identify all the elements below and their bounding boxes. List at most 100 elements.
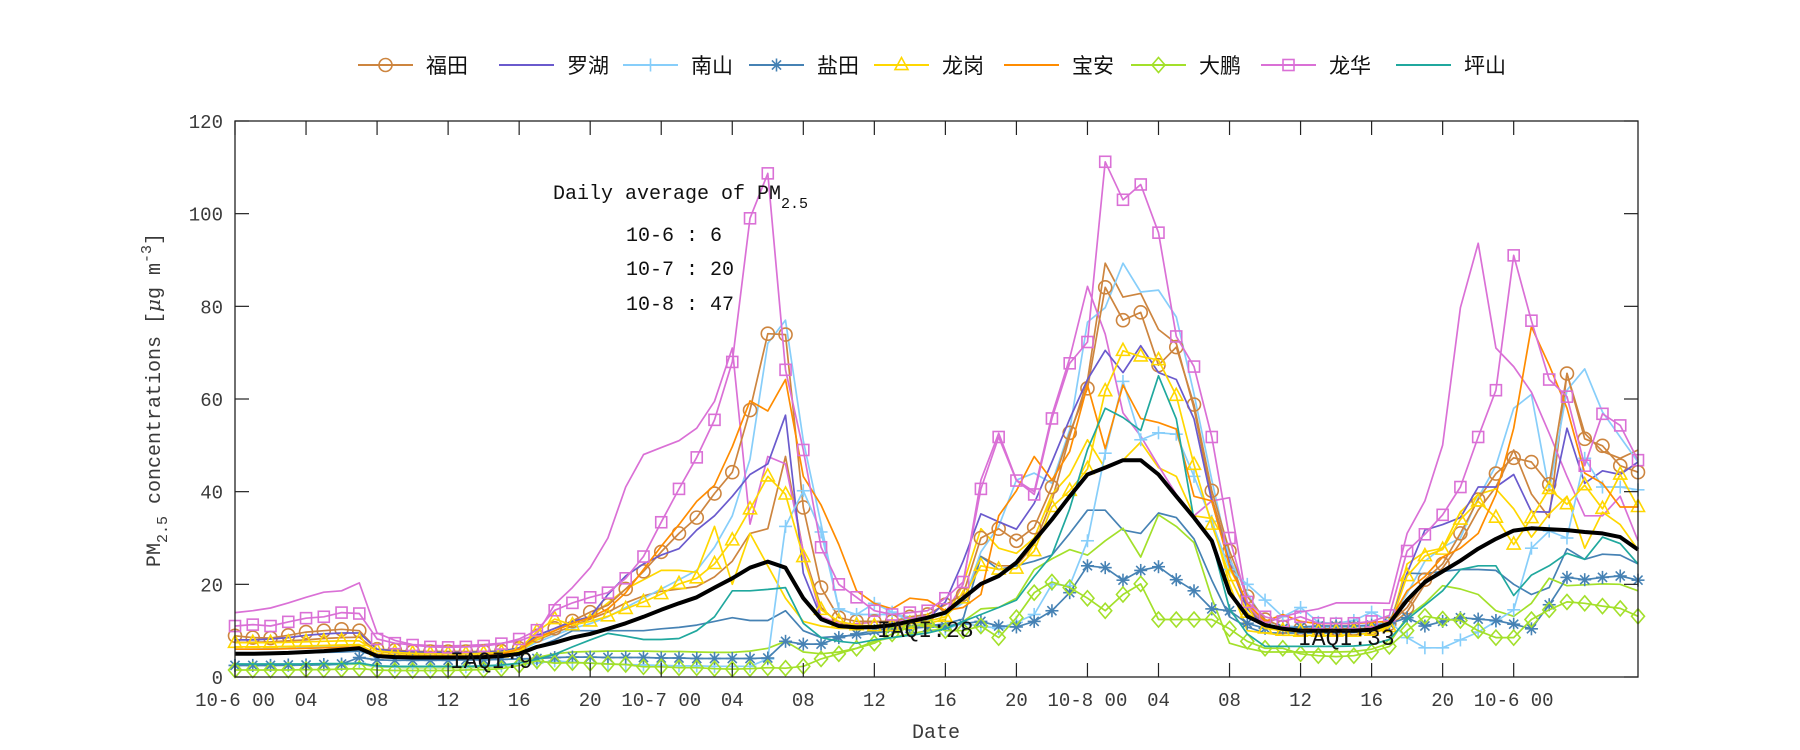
daily-average-10-8: 10-8 : 47: [626, 294, 734, 317]
data-point: [317, 610, 331, 624]
data-point: [1097, 280, 1113, 295]
diamond-marker: [1133, 575, 1149, 593]
data-point: [1151, 426, 1165, 440]
data-point: [334, 621, 349, 637]
data-point: [1578, 459, 1592, 473]
daily-average-10-7: 10-7 : 20: [626, 259, 734, 282]
x-tick-label: 12: [1289, 690, 1312, 712]
data-point: [903, 606, 917, 619]
data-point: [495, 637, 508, 650]
diamond-marker: [1506, 628, 1522, 647]
data-point: [1434, 540, 1451, 555]
data-point: [1097, 602, 1113, 620]
triangle-marker: [600, 607, 616, 622]
square-marker: [708, 413, 721, 427]
diamond-marker: [1044, 573, 1060, 591]
asterisk-d2: [1117, 575, 1129, 586]
circle-marker: [298, 624, 314, 640]
data-point: [1080, 534, 1094, 548]
data-point: [1559, 494, 1575, 510]
data-point: [1399, 621, 1415, 640]
square-marker: [779, 363, 792, 377]
diamond-marker: [1399, 621, 1415, 640]
circle-marker: [1026, 520, 1042, 535]
square-marker: [1187, 360, 1201, 373]
data-point: [1116, 573, 1130, 587]
data-point: [1115, 312, 1131, 328]
asterisk-d2: [1242, 618, 1253, 629]
data-point: [1009, 620, 1023, 634]
data-point: [742, 500, 758, 515]
asterisk-d2: [1615, 570, 1626, 582]
square-marker: [317, 610, 331, 624]
data-point: [1559, 593, 1575, 611]
data-point: [1436, 508, 1449, 522]
legend-item-盐田: 盐田: [749, 54, 859, 78]
diamond-marker: [493, 659, 509, 678]
x-tick-label: 16: [508, 690, 531, 712]
data-point: [281, 658, 295, 672]
data-point: [708, 651, 722, 665]
data-point: [939, 591, 952, 605]
asterisk-d2: [283, 659, 294, 671]
data-point: [1045, 412, 1059, 425]
series-line: [235, 344, 1639, 654]
data-point: [353, 607, 366, 620]
data-point: [1417, 607, 1433, 626]
data-point: [617, 599, 634, 615]
diamond-marker: [440, 661, 456, 680]
iaqi-label-day3: IAQI:33: [1298, 626, 1395, 652]
data-point: [1187, 584, 1201, 598]
data-point: [1044, 573, 1060, 591]
circle-marker: [582, 604, 598, 620]
diamond-marker: [1612, 599, 1628, 618]
legend-item-罗湖: 罗湖: [499, 54, 609, 78]
diamond-marker: [955, 621, 971, 640]
legend-marker: [1282, 58, 1295, 72]
data-point: [405, 661, 421, 680]
data-point: [370, 632, 384, 646]
asterisk-d2: [1153, 561, 1164, 572]
diamond-marker: [618, 655, 634, 674]
data-point: [777, 485, 794, 500]
triangle-marker: [1576, 475, 1593, 491]
triangle-marker: [724, 531, 741, 546]
square-marker: [992, 430, 1005, 444]
data-point: [351, 631, 368, 647]
square-marker: [441, 641, 455, 654]
daily-average-10-6: 10-6 : 6: [626, 225, 722, 248]
triangle-marker: [1505, 535, 1522, 550]
data-point: [1080, 559, 1094, 573]
data-point: [868, 604, 881, 618]
data-point: [761, 651, 775, 665]
asterisk-d2: [1011, 621, 1022, 633]
data-point: [546, 609, 563, 625]
square-marker: [299, 611, 313, 625]
data-point: [618, 655, 634, 674]
data-point: [814, 525, 828, 539]
y-tick-label: 80: [200, 297, 223, 319]
data-point: [281, 615, 295, 629]
data-point: [1559, 366, 1575, 381]
circle-marker: [245, 630, 261, 645]
data-point: [813, 580, 829, 595]
asterisk-d2: [1135, 565, 1146, 576]
data-point: [548, 603, 561, 617]
data-point: [582, 612, 599, 627]
asterisk-d2: [1437, 616, 1448, 627]
data-point: [1150, 350, 1167, 366]
y-tick-label: 100: [189, 205, 223, 227]
square-marker: [601, 586, 615, 599]
data-point: [1541, 601, 1557, 619]
data-point: [672, 482, 686, 496]
data-point: [1506, 628, 1522, 647]
data-point: [708, 413, 721, 427]
diamond-marker: [1541, 601, 1557, 619]
diamond-marker: [422, 661, 438, 680]
data-point: [1578, 573, 1592, 587]
data-point: [992, 619, 1006, 633]
iaqi-label-day2: IAQI:28: [877, 618, 974, 644]
triangle-marker: [1186, 455, 1202, 471]
square-marker: [1365, 615, 1378, 628]
x-tick-label: 10-6 00: [195, 690, 275, 712]
